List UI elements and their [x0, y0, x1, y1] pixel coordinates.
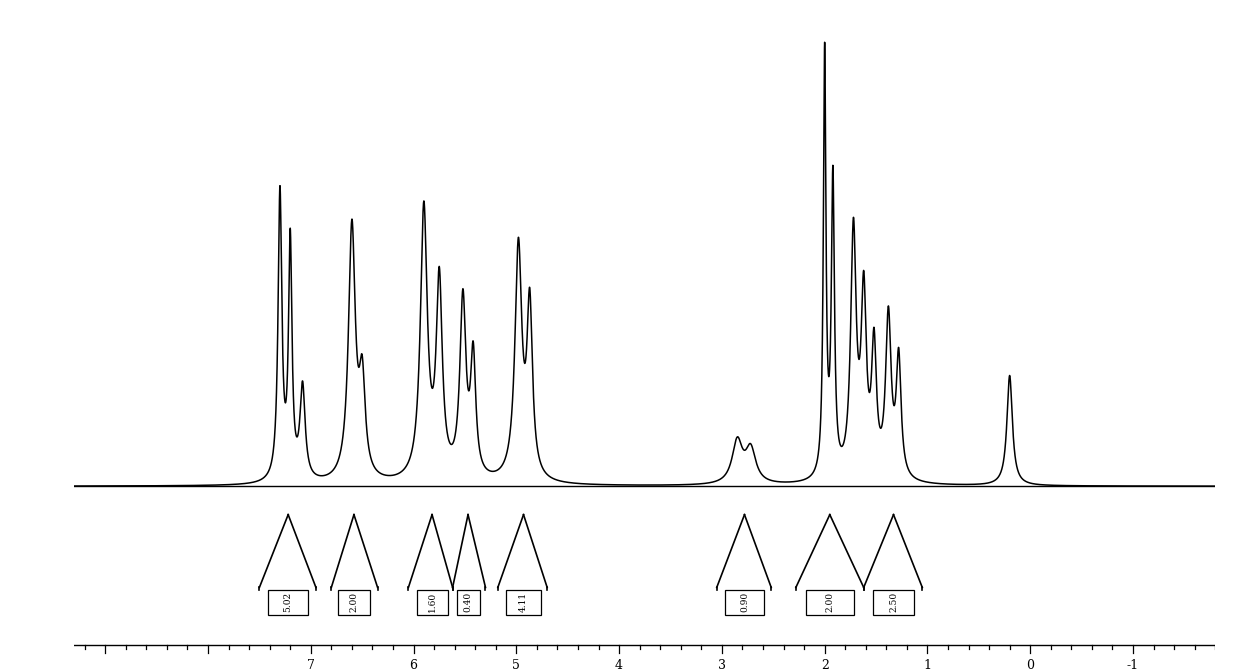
FancyBboxPatch shape [417, 589, 448, 615]
FancyBboxPatch shape [873, 589, 914, 615]
Text: 5: 5 [512, 659, 521, 669]
Text: 2.00: 2.00 [826, 592, 835, 612]
FancyBboxPatch shape [456, 589, 480, 615]
Text: 3: 3 [718, 659, 725, 669]
Text: 5.02: 5.02 [284, 592, 293, 612]
Text: 4: 4 [615, 659, 624, 669]
Text: 2: 2 [821, 659, 828, 669]
FancyBboxPatch shape [806, 589, 853, 615]
FancyBboxPatch shape [268, 589, 308, 615]
FancyBboxPatch shape [725, 589, 764, 615]
Text: 1: 1 [924, 659, 931, 669]
Text: 0.40: 0.40 [464, 592, 472, 612]
Text: 1.60: 1.60 [428, 592, 436, 612]
Text: 7: 7 [306, 659, 315, 669]
FancyBboxPatch shape [506, 589, 541, 615]
Text: 2.00: 2.00 [350, 592, 358, 612]
Text: 6: 6 [409, 659, 418, 669]
Text: -1: -1 [1127, 659, 1140, 669]
Text: 2.50: 2.50 [889, 592, 898, 612]
Text: 4.11: 4.11 [520, 592, 528, 612]
Text: 0: 0 [1027, 659, 1034, 669]
Text: 0.90: 0.90 [740, 592, 749, 612]
FancyBboxPatch shape [337, 589, 370, 615]
